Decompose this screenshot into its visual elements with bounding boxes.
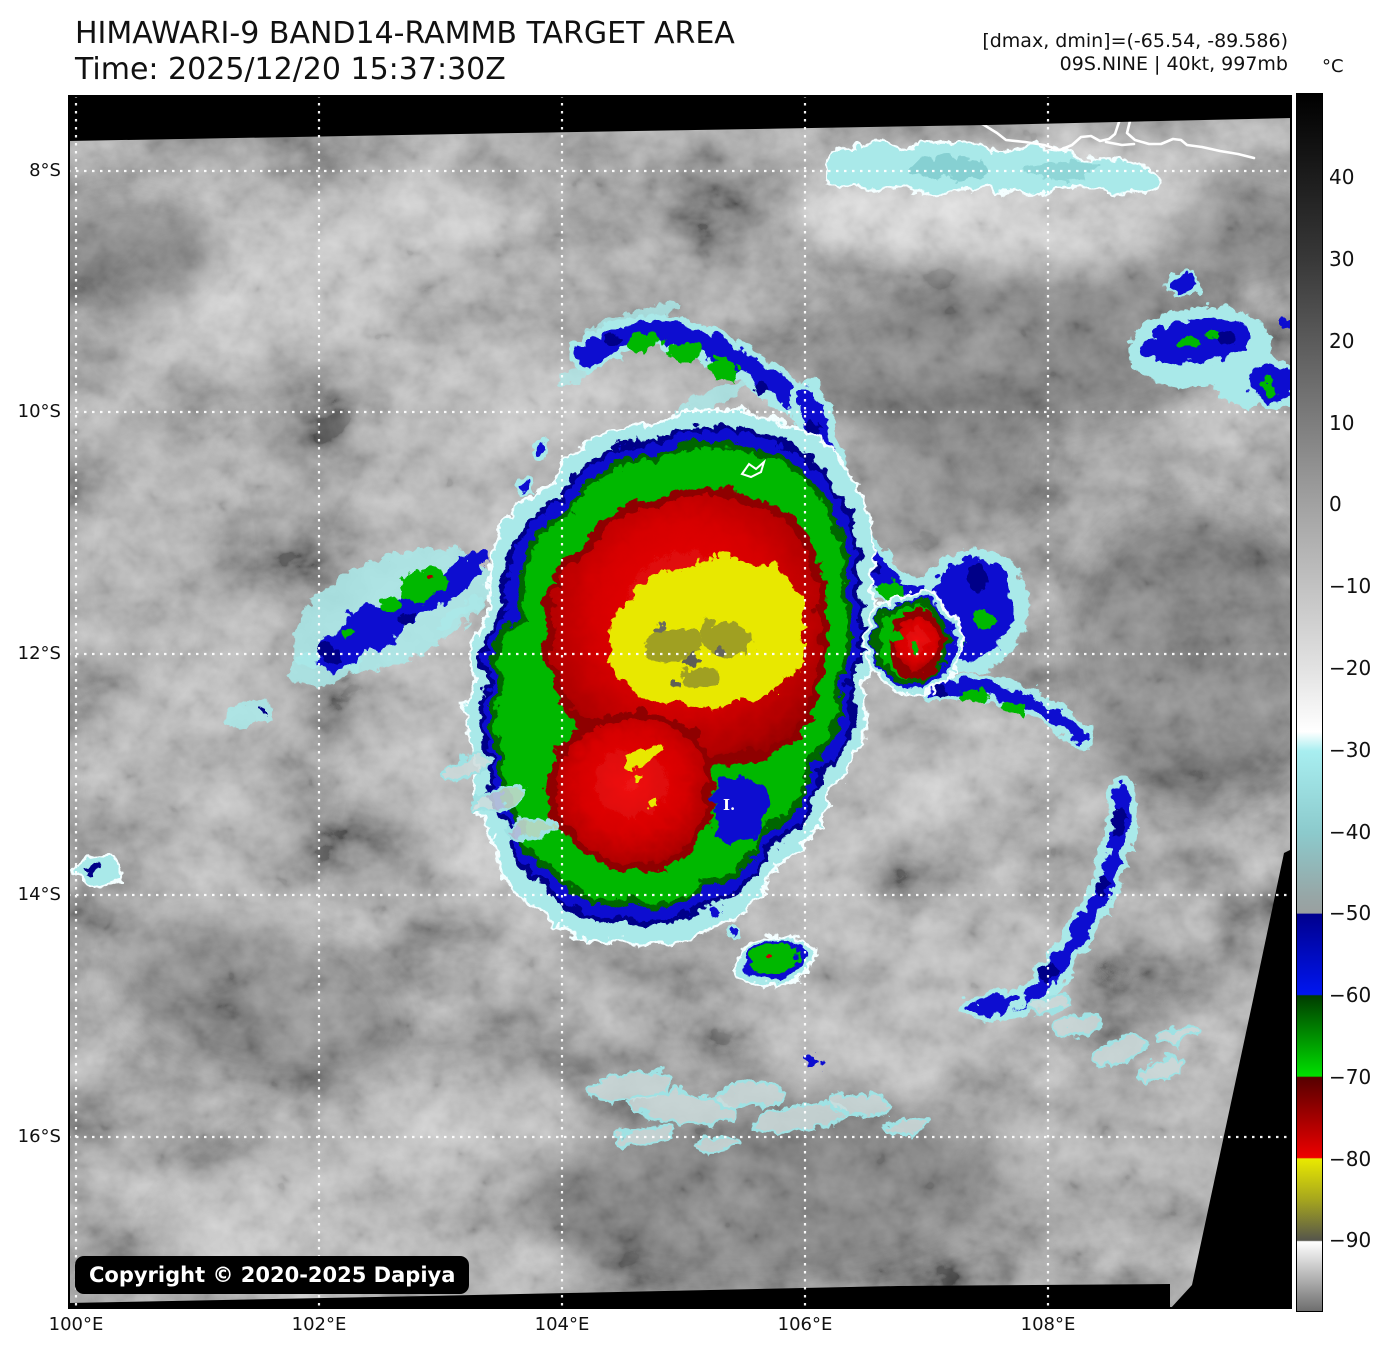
- colorbar-tick: −70: [1329, 1064, 1372, 1089]
- latitude-label: 12°S: [17, 643, 61, 664]
- longitude-label: 104°E: [534, 1314, 590, 1335]
- colorbar-tick: −40: [1329, 819, 1372, 844]
- page-title: HIMAWARI-9 BAND14-RAMMB TARGET AREA: [75, 16, 735, 51]
- convective-band-w: [282, 435, 576, 684]
- storm-core: [461, 403, 875, 945]
- colorbar-tick: 40: [1329, 165, 1355, 190]
- colorbar-tick: −50: [1329, 901, 1372, 926]
- storm-cell-east: [861, 588, 961, 692]
- satellite-scene: I.: [68, 95, 1292, 1309]
- colorbar-tick: −80: [1329, 1146, 1372, 1171]
- latitude-label: 16°S: [17, 1126, 61, 1147]
- colorbar-tick: 10: [1329, 410, 1355, 435]
- convective-band-se: [919, 671, 1089, 746]
- dmax-dmin-readout: [dmax, dmin]=(-65.54, -89.586): [982, 30, 1288, 52]
- colorbar-tick: −30: [1329, 737, 1372, 762]
- coastline-inner: [1104, 140, 1136, 147]
- convective-band-ne: [551, 297, 808, 415]
- colorbar-tick: −90: [1329, 1228, 1372, 1253]
- cold-cloud-patch: [820, 135, 1159, 193]
- no-data-top: [68, 95, 1292, 141]
- latitude-label: 14°S: [17, 884, 61, 905]
- colorbar-tick: 30: [1329, 247, 1355, 272]
- satellite-map: I.: [68, 95, 1292, 1309]
- info-block: [dmax, dmin]=(-65.54, -89.586) 09S.NINE …: [982, 30, 1288, 76]
- isolated-cold-patches-w: [68, 696, 274, 885]
- graticule: [68, 95, 1292, 1309]
- colorbar-tick: 0: [1329, 492, 1342, 517]
- enhanced-convection: [68, 135, 1292, 1151]
- colorbar-tick: −10: [1329, 574, 1372, 599]
- thin-cirrus-patches: [439, 750, 1197, 1151]
- longitude-label: 108°E: [1020, 1314, 1076, 1335]
- timestamp: Time: 2025/12/20 15:37:30Z: [75, 52, 506, 87]
- latitude-label: 8°S: [29, 160, 61, 181]
- no-data-bottom: [68, 1284, 1170, 1309]
- colorbar-tick: 20: [1329, 328, 1355, 353]
- copyright-badge: Copyright © 2020-2025 Dapiya: [75, 1256, 470, 1294]
- temperature-colorbar: [1296, 93, 1323, 1312]
- longitude-label: 106°E: [777, 1314, 833, 1335]
- island-label: I.: [723, 796, 735, 814]
- no-data-corner-se: [1170, 849, 1292, 1309]
- convective-cell-south: [701, 898, 825, 1065]
- cold-patches-ne: [1124, 269, 1292, 406]
- cold-arc-se: [952, 774, 1134, 1019]
- longitude-label: 100°E: [48, 1314, 104, 1335]
- colorbar-tick: −20: [1329, 655, 1372, 680]
- title-block: HIMAWARI-9 BAND14-RAMMB TARGET AREA Time…: [75, 16, 735, 88]
- latitude-label: 10°S: [17, 401, 61, 422]
- island-outline: [740, 458, 766, 479]
- colorbar-unit-label: °C: [1322, 56, 1344, 77]
- colorbar-tick: −60: [1329, 983, 1372, 1008]
- longitude-label: 102°E: [291, 1314, 347, 1335]
- map-border: [68, 95, 1292, 1309]
- storm-id-readout: 09S.NINE | 40kt, 997mb: [1059, 53, 1288, 75]
